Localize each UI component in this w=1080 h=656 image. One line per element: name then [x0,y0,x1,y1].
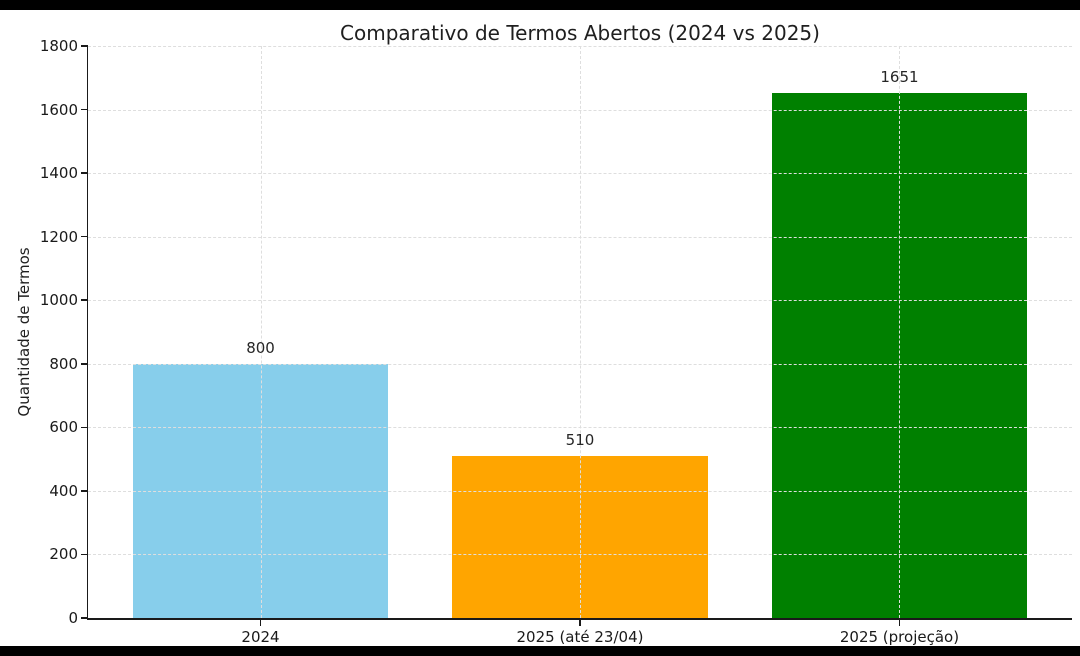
y-tick-label: 1200 [39,227,78,246]
x-tick-mark [259,619,262,626]
y-tick-mark [81,45,88,47]
x-axis-spine [86,618,1072,620]
x-tick-label: 2024 [241,628,280,646]
y-tick-label: 1600 [39,100,78,119]
y-tick-label: 0 [68,609,78,627]
y-tick-mark [81,235,88,238]
x-tick-mark [898,619,901,626]
x-tick-label: 2025 (até 23/04) [516,628,644,646]
plot-area: 0 200 400 600 800 1000 1200 1400 1600 1800 800 2024… [0,10,1080,646]
y-tick-label: 1000 [39,291,78,310]
y-tick-mark [81,363,88,365]
bar [452,455,708,618]
chart-title: Comparativo de Termos Abertos (2024 vs 2… [340,21,820,45]
y-tick-mark [81,299,88,301]
y-tick-mark [81,426,88,429]
y-tick-label: 800 [49,354,78,373]
grid-line-vertical [260,46,262,618]
chart-figure: Comparativo de Termos Abertos (2024 vs 2… [0,10,1080,646]
y-tick-label: 1400 [39,164,78,183]
bar-value-label: 510 [565,430,595,449]
y-tick-label: 200 [49,545,78,564]
letterbox-bottom [0,646,1080,656]
bar-value-label: 1651 [880,68,919,87]
y-tick-mark [81,172,88,174]
grid-line-vertical [899,46,901,618]
y-tick-mark [81,553,88,556]
y-tick-label: 1800 [39,37,78,55]
y-tick-mark [81,617,88,619]
y-tick-mark [81,108,88,111]
x-tick-label: 2025 (projeção) [839,628,960,646]
y-tick-label: 400 [49,481,78,500]
y-tick-mark [81,490,88,492]
letterbox-top [0,0,1080,10]
y-axis-label: Quantidade de Termos [15,247,33,417]
y-axis-spine [86,46,88,620]
x-tick-mark [579,619,581,626]
y-tick-label: 600 [49,418,78,437]
bar-value-label: 800 [246,338,275,357]
grid-line-vertical [580,46,581,618]
